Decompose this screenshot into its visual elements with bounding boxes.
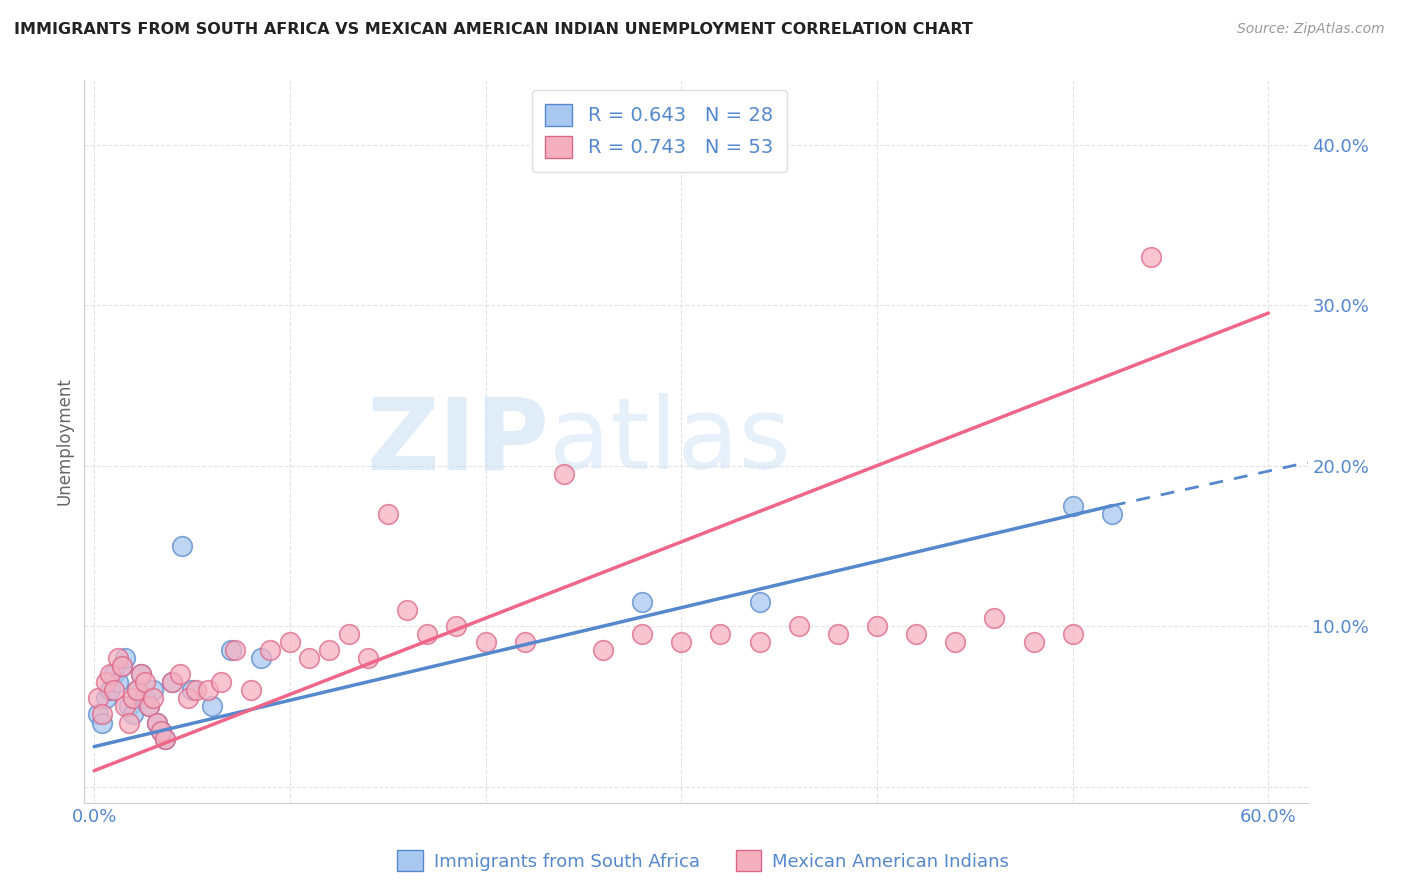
Point — [337, 627, 360, 641]
Y-axis label: Unemployment: Unemployment — [55, 377, 73, 506]
Point — [114, 651, 136, 665]
Point — [197, 683, 219, 698]
Point — [1101, 507, 1123, 521]
Point — [181, 683, 204, 698]
Point — [127, 683, 149, 698]
Point — [94, 675, 117, 690]
Point — [153, 731, 176, 746]
Point — [87, 691, 110, 706]
Point — [98, 683, 121, 698]
Point — [129, 667, 152, 681]
Point — [169, 667, 191, 681]
Point — [224, 643, 246, 657]
Point — [172, 539, 194, 553]
Point — [1062, 627, 1084, 641]
Point — [513, 635, 536, 649]
Point — [118, 715, 141, 730]
Point — [209, 675, 232, 690]
Point — [142, 683, 165, 698]
Point — [377, 507, 399, 521]
Point — [87, 707, 110, 722]
Point — [553, 467, 575, 481]
Point — [219, 643, 242, 657]
Legend: Immigrants from South Africa, Mexican American Indians: Immigrants from South Africa, Mexican Am… — [391, 843, 1015, 879]
Point — [259, 643, 281, 657]
Point — [866, 619, 889, 633]
Point — [298, 651, 321, 665]
Point — [1140, 250, 1163, 264]
Point — [114, 699, 136, 714]
Point — [94, 691, 117, 706]
Point — [149, 723, 172, 738]
Point — [138, 699, 160, 714]
Point — [107, 651, 129, 665]
Point — [110, 659, 132, 673]
Point — [239, 683, 262, 698]
Point — [153, 731, 176, 746]
Point — [91, 715, 114, 730]
Legend: R = 0.643   N = 28, R = 0.743   N = 53: R = 0.643 N = 28, R = 0.743 N = 53 — [531, 90, 787, 172]
Point — [357, 651, 380, 665]
Point — [129, 667, 152, 681]
Point — [142, 691, 165, 706]
Point — [416, 627, 439, 641]
Text: ZIP: ZIP — [367, 393, 550, 490]
Text: IMMIGRANTS FROM SOUTH AFRICA VS MEXICAN AMERICAN INDIAN UNEMPLOYMENT CORRELATION: IMMIGRANTS FROM SOUTH AFRICA VS MEXICAN … — [14, 22, 973, 37]
Point — [748, 595, 770, 609]
Point — [91, 707, 114, 722]
Point — [1062, 499, 1084, 513]
Point — [983, 611, 1005, 625]
Point — [162, 675, 184, 690]
Point — [110, 659, 132, 673]
Point — [444, 619, 467, 633]
Point — [134, 675, 156, 690]
Point — [787, 619, 810, 633]
Point — [122, 691, 145, 706]
Point — [103, 683, 125, 698]
Point — [98, 667, 121, 681]
Text: atlas: atlas — [550, 393, 790, 490]
Point — [200, 699, 222, 714]
Point — [318, 643, 340, 657]
Point — [748, 635, 770, 649]
Point — [127, 683, 149, 698]
Point — [134, 691, 156, 706]
Point — [177, 691, 200, 706]
Point — [474, 635, 496, 649]
Point — [249, 651, 271, 665]
Point — [122, 707, 145, 722]
Point — [118, 699, 141, 714]
Point — [631, 627, 654, 641]
Text: Source: ZipAtlas.com: Source: ZipAtlas.com — [1237, 22, 1385, 37]
Point — [146, 715, 169, 730]
Point — [592, 643, 614, 657]
Point — [278, 635, 301, 649]
Point — [943, 635, 966, 649]
Point — [671, 635, 693, 649]
Point — [103, 667, 125, 681]
Point — [827, 627, 849, 641]
Point — [631, 595, 654, 609]
Point — [138, 699, 160, 714]
Point — [184, 683, 207, 698]
Point — [146, 715, 169, 730]
Point — [905, 627, 928, 641]
Point — [709, 627, 731, 641]
Point — [1022, 635, 1045, 649]
Point — [149, 723, 172, 738]
Point — [396, 603, 419, 617]
Point — [162, 675, 184, 690]
Point — [107, 675, 129, 690]
